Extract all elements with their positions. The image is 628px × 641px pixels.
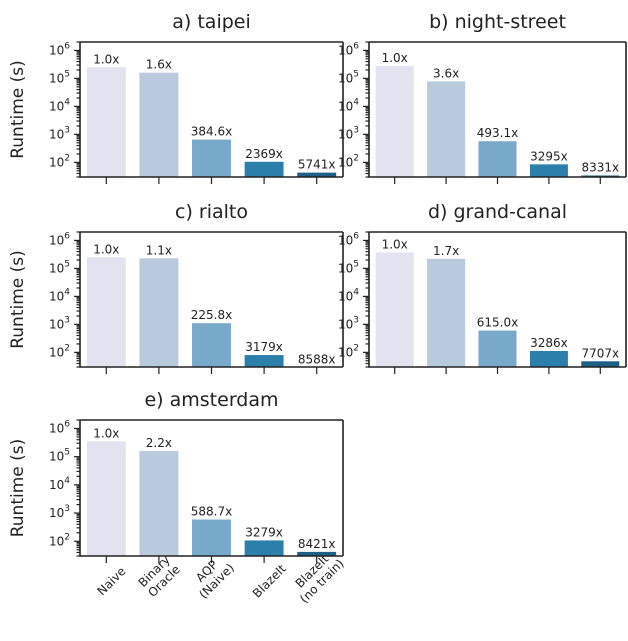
bar-4 [297, 551, 337, 556]
x-tick-label: Naive [94, 564, 128, 598]
bar-3 [529, 164, 568, 177]
bar-value-label: 8331x [581, 160, 619, 174]
bar-2 [192, 139, 231, 177]
panel-2: c) rialto Runtime (s) 1.0x 1.1x 225.8x 3179x 8… [8, 201, 344, 374]
bar-value-label: 8421x [298, 537, 336, 551]
bar-value-label: 615.0x [477, 316, 518, 330]
bar-4 [581, 361, 620, 367]
bar-0 [375, 252, 414, 367]
bar-0 [375, 65, 414, 177]
bar-3 [244, 161, 284, 177]
panel-title: d) grand-canal [428, 201, 567, 223]
bar-value-label: 384.6x [191, 125, 232, 139]
y-tick-label: 103 [49, 315, 70, 331]
bar-1 [427, 258, 466, 367]
y-tick-label: 104 [338, 287, 359, 303]
bar-value-label: 1.0x [382, 51, 408, 65]
y-tick-label: 106 [49, 231, 70, 247]
bar-value-label: 3279x [245, 525, 283, 539]
y-tick-label: 106 [49, 419, 70, 435]
bar-1 [427, 81, 466, 177]
y-tick-label: 102 [49, 532, 70, 548]
bar-value-label: 1.6x [146, 58, 172, 72]
panel-title: b) night-street [429, 11, 566, 33]
panel-0: a) taipei Runtime (s) 1.0x 1.6x 384.6x 2369x 5… [8, 11, 344, 184]
y-tick-label: 102 [49, 153, 70, 169]
bar-value-label: 493.1x [477, 126, 518, 140]
bar-0 [86, 257, 126, 367]
panel-4: e) amsterdam Runtime (s) 1.0x 2.2x 588.7x 327… [8, 389, 347, 606]
y-tick-label: 103 [338, 125, 359, 141]
bar-value-label: 2.2x [146, 436, 172, 450]
panel-title: c) rialto [175, 201, 248, 223]
y-tick-label: 106 [338, 41, 359, 57]
x-tick-label-line: Naive [94, 564, 128, 598]
y-tick-label: 104 [338, 97, 359, 113]
y-axis-label: Runtime (s) [8, 250, 28, 349]
y-tick-label: 106 [338, 231, 359, 247]
y-tick-label: 103 [49, 504, 70, 520]
y-tick-label: 104 [49, 476, 70, 492]
y-axis-label: Runtime (s) [8, 60, 28, 159]
y-tick-label: 105 [338, 69, 359, 85]
panel-1: b) night-street 1.0x 3.6x 493.1x 3295x 8331x 1… [338, 11, 627, 184]
y-tick-label: 105 [49, 259, 70, 275]
panel-3: d) grand-canal 1.0x 1.7x 615.0x 3286x 7707x 10… [338, 201, 627, 374]
bar-value-label: 3295x [530, 149, 568, 163]
bar-3 [244, 540, 284, 556]
bar-value-label: 8588x [298, 352, 336, 366]
bar-1 [139, 258, 179, 367]
bar-value-label: 2369x [245, 147, 283, 161]
bar-value-label: 1.0x [93, 242, 119, 256]
bar-value-label: 7707x [581, 346, 619, 360]
panel-title: a) taipei [172, 11, 251, 33]
bar-4 [297, 172, 337, 177]
y-tick-label: 102 [49, 343, 70, 359]
bar-value-label: 5741x [298, 158, 336, 172]
bar-value-label: 1.0x [93, 426, 119, 440]
bar-value-label: 1.0x [93, 52, 119, 66]
bar-0 [86, 67, 126, 177]
y-tick-label: 105 [338, 259, 359, 275]
y-tick-label: 104 [49, 97, 70, 113]
bar-value-label: 1.0x [382, 238, 408, 252]
y-tick-label: 102 [338, 343, 359, 359]
y-tick-label: 105 [49, 69, 70, 85]
bar-value-label: 1.7x [433, 244, 459, 258]
bar-value-label: 588.7x [191, 505, 232, 519]
bar-0 [86, 441, 126, 556]
bar-3 [244, 355, 284, 367]
y-tick-label: 103 [338, 315, 359, 331]
y-tick-label: 103 [49, 125, 70, 141]
bar-1 [139, 450, 179, 556]
bar-2 [478, 330, 517, 367]
bar-2 [478, 141, 517, 177]
y-tick-label: 106 [49, 41, 70, 57]
bar-value-label: 225.8x [191, 308, 232, 322]
bar-value-label: 3.6x [433, 66, 459, 80]
bar-1 [139, 72, 179, 177]
y-tick-label: 104 [49, 287, 70, 303]
x-tick-label: BlazeIt [250, 562, 289, 601]
bar-3 [529, 350, 568, 367]
x-tick-label-line: BlazeIt [250, 562, 289, 601]
bar-2 [192, 519, 231, 556]
bar-2 [192, 323, 231, 367]
bar-value-label: 1.1x [146, 243, 172, 257]
y-tick-label: 105 [49, 448, 70, 464]
panel-title: e) amsterdam [144, 389, 278, 411]
bar-value-label: 3286x [530, 336, 568, 350]
y-axis-label: Runtime (s) [8, 439, 28, 538]
y-tick-label: 102 [338, 153, 359, 169]
bar-value-label: 3179x [245, 340, 283, 354]
